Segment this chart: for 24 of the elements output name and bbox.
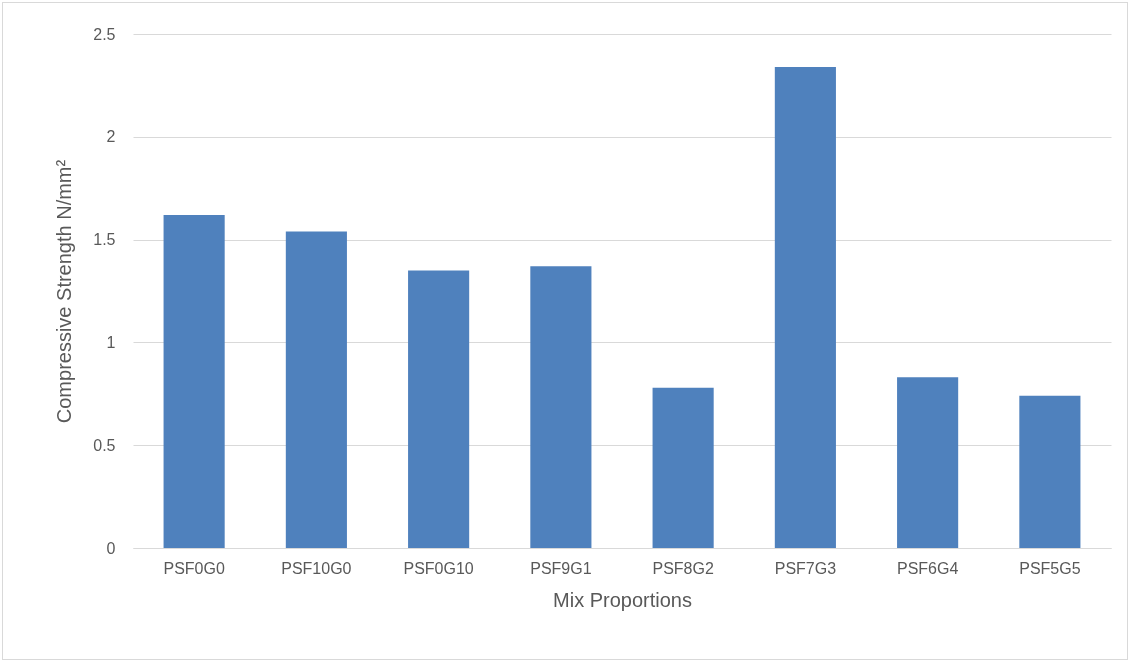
y-tick-label: 0.5 [93,436,116,454]
bar [1019,395,1081,548]
x-tick-label: PSF8G2 [652,559,714,577]
x-tick-label: PSF0G0 [163,559,225,577]
x-tick-label: PSF6G4 [896,559,959,577]
bar [408,270,470,548]
bar [652,387,714,548]
x-tick-label: PSF9G1 [530,559,592,577]
x-tick-label: PSF5G5 [1019,559,1081,577]
bar [530,266,592,548]
y-tick-label: 1 [106,333,116,351]
bar [897,377,959,548]
x-tick-label: PSF7G3 [774,559,837,577]
y-tick-label: 2 [106,128,116,146]
y-tick-label: 1.5 [93,231,116,249]
y-tick-label: 2.5 [93,25,116,43]
y-axis-title: Compressive Strength N/mm² [53,159,76,424]
bar [774,66,836,548]
x-tick-label: PSF0G10 [403,559,474,577]
y-tick-label: 0 [106,539,116,557]
x-axis-title: Mix Proportions [553,588,692,611]
bar [285,231,347,548]
bar [163,214,225,548]
x-tick-label: PSF10G0 [281,559,352,577]
